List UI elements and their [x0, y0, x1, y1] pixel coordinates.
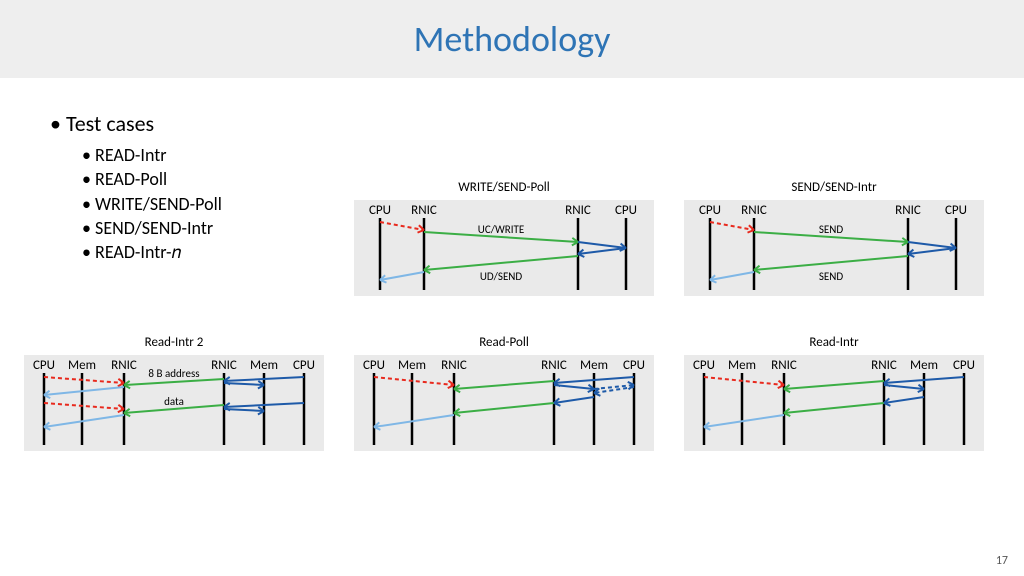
svg-text:CPU: CPU	[623, 358, 645, 373]
svg-text:CPU: CPU	[699, 203, 721, 218]
read-intr-2-diagram: CPU Mem RNIC RNIC Mem CPU 8 B address data	[24, 355, 324, 451]
svg-text:CPU: CPU	[363, 358, 385, 373]
svg-text:8 B address: 8 B address	[148, 367, 199, 380]
read-poll-title: Read-Poll	[354, 335, 654, 350]
svg-text:CPU: CPU	[33, 358, 55, 373]
svg-text:RNIC: RNIC	[871, 358, 897, 373]
svg-text:Mem: Mem	[910, 358, 938, 373]
write-send-poll-title: WRITE/SEND-Poll	[354, 180, 654, 195]
svg-text:data: data	[164, 395, 184, 408]
svg-text:Mem: Mem	[250, 358, 278, 373]
bullet-item: SEND/SEND-Intr	[82, 216, 222, 240]
svg-text:SEND: SEND	[819, 270, 844, 283]
bullet-heading: Test cases	[50, 110, 222, 137]
bullet-item: READ-Intr-𝑛	[82, 240, 222, 264]
send-send-intr-diagram: CPU RNIC RNIC CPU SEND SEND	[684, 200, 984, 296]
svg-text:RNIC: RNIC	[411, 203, 437, 218]
send-send-intr-title: SEND/SEND-Intr	[684, 180, 984, 195]
svg-text:CPU: CPU	[293, 358, 315, 373]
bullet-item: WRITE/SEND-Poll	[82, 192, 222, 216]
read-poll-diagram: CPU Mem RNIC RNIC Mem CPU	[354, 355, 654, 451]
svg-text:CPU: CPU	[693, 358, 715, 373]
read-intr-diagram: CPU Mem RNIC RNIC Mem CPU	[684, 355, 984, 451]
bullet-item: READ-Intr	[82, 143, 222, 167]
svg-text:RNIC: RNIC	[565, 203, 591, 218]
bullet-item: READ-Poll	[82, 167, 222, 191]
bullet-list: Test cases READ-IntrREAD-PollWRITE/SEND-…	[50, 110, 222, 264]
svg-text:CPU: CPU	[615, 203, 637, 218]
svg-text:Mem: Mem	[398, 358, 426, 373]
read-intr-2-title: Read-Intr 2	[24, 335, 324, 350]
page-number: 17	[996, 554, 1008, 568]
svg-text:RNIC: RNIC	[441, 358, 467, 373]
svg-text:CPU: CPU	[945, 203, 967, 218]
page-title: Methodology	[414, 17, 611, 61]
svg-text:RNIC: RNIC	[111, 358, 137, 373]
svg-text:RNIC: RNIC	[771, 358, 797, 373]
svg-text:CPU: CPU	[369, 203, 391, 218]
svg-text:UD/SEND: UD/SEND	[480, 270, 523, 283]
svg-text:SEND: SEND	[819, 223, 844, 236]
svg-text:RNIC: RNIC	[541, 358, 567, 373]
svg-text:RNIC: RNIC	[895, 203, 921, 218]
svg-text:CPU: CPU	[953, 358, 975, 373]
title-bar: Methodology	[0, 0, 1024, 78]
svg-text:RNIC: RNIC	[211, 358, 237, 373]
write-send-poll-diagram: CPU RNIC RNIC CPU UC/WRITE UD/SEND	[354, 200, 654, 296]
svg-text:RNIC: RNIC	[741, 203, 767, 218]
svg-text:Mem: Mem	[728, 358, 756, 373]
svg-text:UC/WRITE: UC/WRITE	[478, 223, 524, 236]
svg-text:Mem: Mem	[68, 358, 96, 373]
read-intr-title: Read-Intr	[684, 335, 984, 350]
svg-text:Mem: Mem	[580, 358, 608, 373]
